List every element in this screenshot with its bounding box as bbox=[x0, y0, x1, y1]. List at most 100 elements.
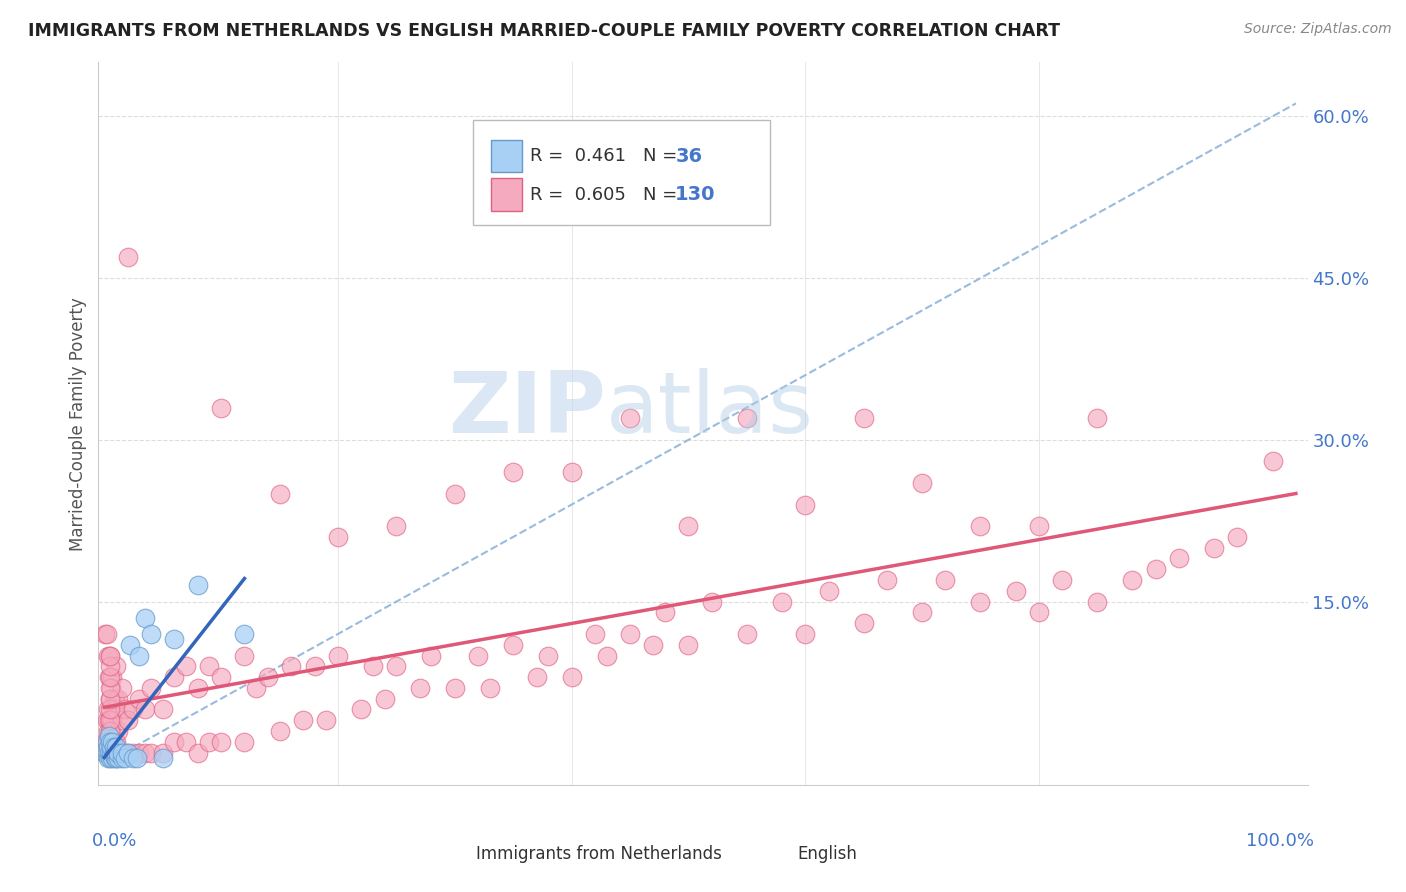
Text: 0.0%: 0.0% bbox=[93, 832, 138, 850]
Point bbox=[97, 751, 120, 765]
Point bbox=[96, 713, 118, 727]
Point bbox=[98, 735, 121, 749]
Point bbox=[326, 530, 349, 544]
Point bbox=[104, 746, 127, 760]
Point bbox=[101, 751, 124, 765]
Point bbox=[209, 401, 232, 415]
Point bbox=[502, 465, 524, 479]
Point bbox=[198, 659, 221, 673]
Point bbox=[678, 519, 700, 533]
Point bbox=[98, 724, 121, 739]
Point bbox=[139, 627, 162, 641]
Point bbox=[269, 724, 291, 739]
Point bbox=[98, 751, 121, 765]
Point bbox=[107, 691, 129, 706]
Point bbox=[104, 746, 127, 760]
Point bbox=[163, 632, 186, 647]
Point bbox=[1226, 530, 1249, 544]
Text: Source: ZipAtlas.com: Source: ZipAtlas.com bbox=[1244, 22, 1392, 37]
Point bbox=[100, 746, 122, 760]
Point bbox=[100, 746, 122, 760]
Point bbox=[152, 746, 174, 760]
Point bbox=[98, 691, 121, 706]
Point bbox=[350, 702, 373, 716]
Point bbox=[125, 751, 148, 765]
Point bbox=[198, 735, 221, 749]
Point bbox=[134, 746, 156, 760]
Point bbox=[1085, 594, 1108, 608]
Point bbox=[97, 702, 120, 716]
Point bbox=[911, 475, 934, 490]
Point bbox=[1028, 519, 1050, 533]
Point bbox=[139, 681, 162, 695]
Point bbox=[654, 606, 676, 620]
Point bbox=[104, 746, 127, 760]
Point bbox=[100, 724, 122, 739]
Point bbox=[122, 746, 145, 760]
Point bbox=[100, 740, 122, 755]
Point bbox=[104, 735, 127, 749]
Point bbox=[139, 746, 162, 760]
Point bbox=[97, 648, 120, 663]
FancyBboxPatch shape bbox=[474, 120, 769, 225]
Point bbox=[101, 670, 124, 684]
Text: R =  0.605: R = 0.605 bbox=[530, 186, 626, 203]
Point bbox=[561, 465, 583, 479]
Point bbox=[128, 648, 150, 663]
Point bbox=[101, 735, 124, 749]
Point bbox=[94, 627, 117, 641]
Text: IMMIGRANTS FROM NETHERLANDS VS ENGLISH MARRIED-COUPLE FAMILY POVERTY CORRELATION: IMMIGRANTS FROM NETHERLANDS VS ENGLISH M… bbox=[28, 22, 1060, 40]
Point bbox=[502, 638, 524, 652]
Point bbox=[537, 648, 560, 663]
Point bbox=[152, 702, 174, 716]
Point bbox=[98, 713, 121, 727]
Point bbox=[118, 638, 141, 652]
Point bbox=[97, 740, 120, 755]
Point bbox=[256, 670, 278, 684]
Text: Immigrants from Netherlands: Immigrants from Netherlands bbox=[475, 846, 721, 863]
Point bbox=[1085, 411, 1108, 425]
Point bbox=[852, 616, 875, 631]
Point bbox=[269, 487, 291, 501]
Point bbox=[107, 746, 129, 760]
Point bbox=[911, 606, 934, 620]
Point bbox=[114, 746, 136, 760]
Point bbox=[97, 724, 120, 739]
Point bbox=[187, 746, 209, 760]
Point bbox=[1004, 583, 1026, 598]
Text: 130: 130 bbox=[675, 186, 716, 204]
Point bbox=[245, 681, 267, 695]
Point bbox=[1144, 562, 1167, 576]
Point bbox=[98, 659, 121, 673]
Point bbox=[107, 751, 129, 765]
Point bbox=[385, 519, 408, 533]
Text: atlas: atlas bbox=[606, 368, 814, 450]
Point bbox=[526, 670, 548, 684]
Point bbox=[117, 250, 139, 264]
Point bbox=[163, 735, 186, 749]
Point bbox=[420, 648, 443, 663]
Point bbox=[111, 681, 134, 695]
Point bbox=[233, 627, 256, 641]
Point bbox=[304, 659, 326, 673]
Point bbox=[111, 751, 134, 765]
Point bbox=[98, 648, 121, 663]
Point bbox=[97, 746, 120, 760]
Point bbox=[97, 730, 120, 744]
Point bbox=[1028, 606, 1050, 620]
Point bbox=[97, 746, 120, 760]
Point bbox=[104, 735, 127, 749]
Point bbox=[98, 735, 121, 749]
Point bbox=[97, 670, 120, 684]
Point bbox=[233, 648, 256, 663]
Point bbox=[619, 411, 641, 425]
Point bbox=[852, 411, 875, 425]
Point bbox=[1052, 573, 1074, 587]
Point bbox=[94, 735, 117, 749]
Point bbox=[117, 746, 139, 760]
Point bbox=[94, 746, 117, 760]
Point bbox=[361, 659, 384, 673]
Point bbox=[128, 746, 150, 760]
Point bbox=[98, 670, 121, 684]
Point bbox=[104, 740, 127, 755]
